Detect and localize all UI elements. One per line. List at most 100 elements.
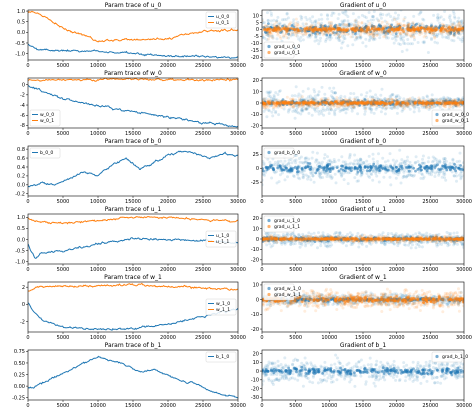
scatter-point: [405, 33, 408, 37]
series-line-u_0_0: [28, 43, 238, 59]
scatter-point: [357, 24, 361, 28]
scatter-point: [287, 161, 291, 165]
legend-label: grad_u_0_0: [274, 44, 300, 50]
scatter-point: [372, 33, 376, 37]
scatter-point: [406, 174, 409, 178]
scatter-point: [301, 172, 305, 176]
x-tick-label: 5000: [289, 63, 302, 69]
scatter-point: [396, 94, 400, 98]
scatter-point: [417, 30, 421, 34]
scatter-point: [326, 36, 329, 40]
scatter-point: [296, 173, 300, 177]
scatter-point: [441, 240, 445, 244]
scatter-point: [357, 25, 361, 28]
scatter-point: [308, 167, 312, 171]
scatter-point: [413, 24, 417, 27]
scatter-point: [272, 23, 276, 26]
scatter-point: [457, 22, 461, 25]
scatter-point: [433, 105, 437, 108]
scatter-point: [335, 24, 339, 28]
scatter-point: [286, 16, 290, 20]
scatter-point: [316, 32, 319, 36]
scatter-point: [289, 232, 293, 236]
scatter-point: [420, 161, 424, 165]
scatter-point: [284, 32, 288, 36]
scatter-point: [376, 162, 380, 166]
scatter-point: [439, 28, 443, 32]
scatter-point: [456, 23, 460, 27]
scatter-point: [404, 175, 408, 179]
scatter-point: [270, 164, 274, 167]
scatter-point: [417, 243, 420, 246]
scatter-point: [317, 42, 321, 46]
scatter-point: [337, 22, 341, 26]
scatter-point: [399, 34, 403, 38]
scatter-point: [404, 33, 408, 36]
x-tick-label: 15000: [355, 63, 371, 69]
scatter-point: [301, 176, 305, 180]
scatter-point: [269, 245, 273, 249]
scatter-point: [388, 175, 392, 179]
scatter-point: [421, 157, 424, 161]
scatter-point: [448, 162, 452, 165]
scatter-point: [343, 160, 347, 164]
legend-label: grad_u_0_1: [274, 50, 300, 56]
scatter-point: [398, 161, 402, 165]
scatter-point: [323, 171, 327, 175]
scatter-point: [318, 102, 322, 105]
scatter-point: [280, 241, 284, 244]
scatter-point: [311, 96, 315, 100]
scatter-point: [373, 37, 377, 41]
scatter-point: [329, 94, 333, 98]
scatter-point: [408, 98, 412, 102]
scatter-point: [381, 26, 385, 30]
scatter-point: [314, 97, 318, 101]
scatter-point: [369, 104, 373, 108]
scatter-point: [374, 93, 378, 97]
scatter-point: [275, 170, 278, 174]
scatter-point: [351, 12, 355, 16]
scatter-point: [350, 107, 354, 111]
scatter-point: [392, 171, 396, 175]
scatter-point: [394, 11, 397, 15]
scatter-point: [276, 22, 280, 26]
scatter-point: [384, 171, 388, 175]
scatter-point: [400, 233, 404, 237]
scatter-point: [352, 105, 356, 109]
scatter-point: [358, 238, 361, 242]
scatter-point: [305, 18, 309, 22]
scatter-point: [415, 31, 419, 35]
scatter-point: [440, 175, 444, 179]
scatter-point: [324, 244, 328, 248]
scatter-point: [425, 241, 429, 245]
scatter-point: [338, 231, 342, 235]
scatter-point: [435, 242, 438, 246]
scatter-point: [335, 105, 339, 109]
scatter-point: [343, 23, 347, 26]
scatter-point: [344, 24, 348, 28]
scatter-point: [295, 106, 299, 110]
scatter-point: [369, 234, 373, 238]
scatter-point: [277, 180, 281, 184]
scatter-point: [384, 32, 388, 35]
scatter-point: [303, 29, 307, 33]
scatter-point: [341, 40, 345, 44]
scatter-point: [433, 35, 437, 39]
scatter-point: [329, 108, 333, 112]
scatter-point: [460, 21, 464, 25]
scatter-point: [406, 23, 410, 27]
scatter-point: [328, 244, 332, 248]
scatter-point: [312, 231, 316, 235]
scatter-point: [386, 234, 390, 238]
scatter-point: [372, 35, 376, 39]
scatter-point: [302, 173, 306, 177]
scatter-point: [290, 161, 294, 165]
scatter-point: [288, 33, 292, 37]
scatter-point: [414, 169, 417, 173]
scatter-point: [388, 28, 391, 31]
scatter-point: [442, 30, 446, 33]
scatter-point: [443, 97, 447, 101]
scatter-point: [294, 30, 298, 34]
scatter-point: [404, 243, 408, 247]
scatter-point: [309, 104, 313, 108]
